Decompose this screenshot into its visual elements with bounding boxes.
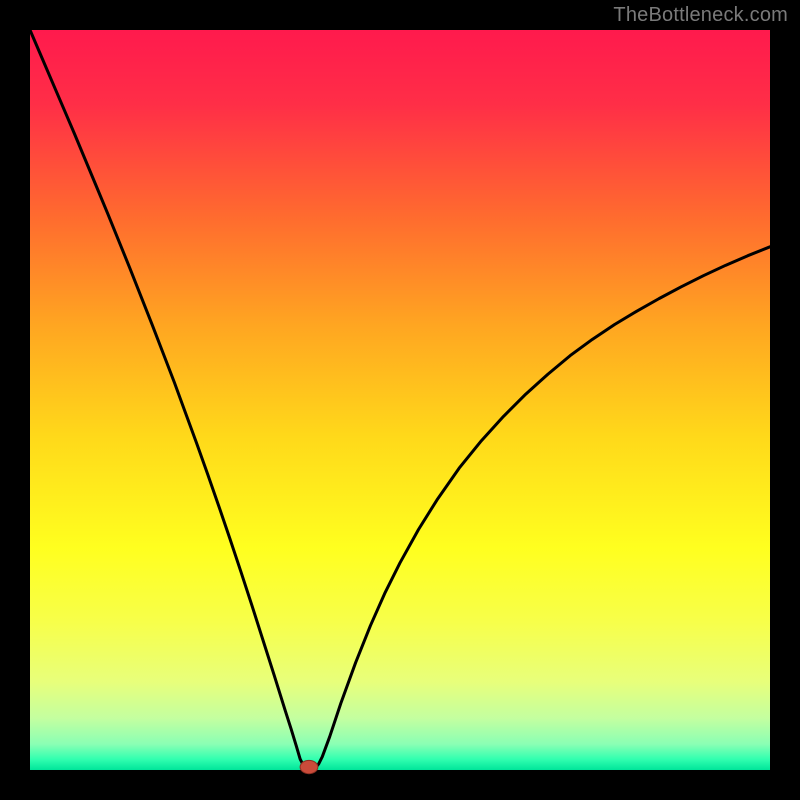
gradient-background (30, 30, 770, 770)
bottleneck-chart (0, 0, 800, 800)
chart-container: TheBottleneck.com (0, 0, 800, 800)
optimal-point-marker (300, 760, 318, 773)
watermark-text: TheBottleneck.com (613, 4, 788, 27)
